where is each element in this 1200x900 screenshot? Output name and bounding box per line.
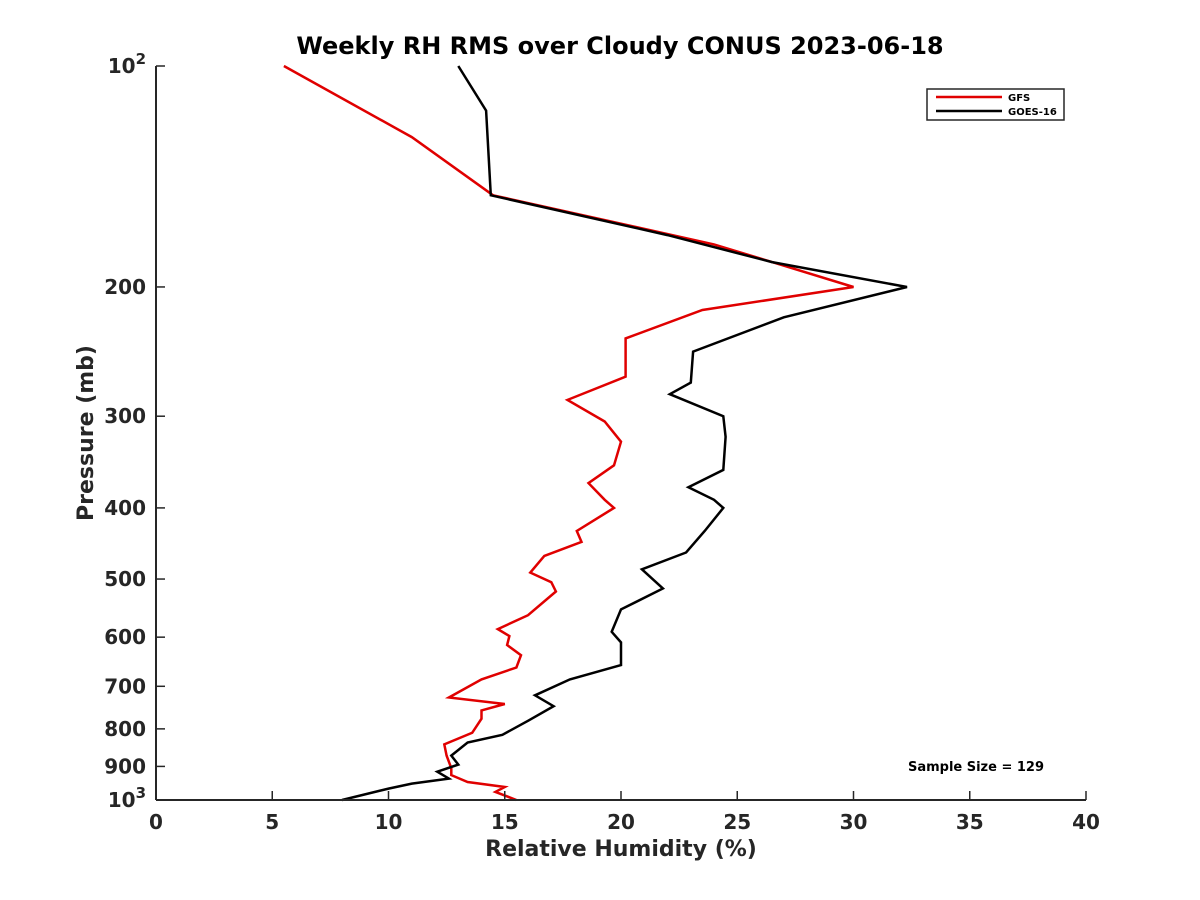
- y-tick-label-exponent: 3: [136, 784, 146, 802]
- legend-box: [926, 88, 1065, 121]
- y-tick-label: 800: [104, 717, 146, 741]
- y-tick-label: 500: [104, 567, 146, 591]
- y-tick-label-main: 500: [104, 567, 146, 591]
- series-line-gfs: [283, 64, 854, 802]
- legend-label-goes16: GOES-16: [1008, 107, 1057, 118]
- x-axis-label: Relative Humidity (%): [485, 837, 757, 862]
- x-tick-label: 25: [723, 810, 751, 834]
- x-tick-label: 30: [840, 810, 868, 834]
- y-tick-label: 102: [108, 50, 146, 78]
- y-tick-label: 103: [108, 784, 146, 812]
- y-tick-label: 400: [104, 496, 146, 520]
- y-tick-label-main: 700: [104, 674, 146, 698]
- series-layer: [283, 64, 908, 802]
- x-tick-label: 15: [491, 810, 519, 834]
- y-tick-label: 700: [104, 674, 146, 698]
- chart-title: Weekly RH RMS over Cloudy CONUS 2023-06-…: [296, 32, 943, 60]
- x-ticks: 0 5 10 15 20 25 30 35 40: [149, 791, 1100, 834]
- y-tick-label-main: 600: [104, 625, 146, 649]
- y-tick-label-main: 400: [104, 496, 146, 520]
- y-tick-label-main: 10: [108, 788, 136, 812]
- x-tick-label: 0: [149, 810, 163, 834]
- x-tick-label: 5: [265, 810, 279, 834]
- x-tick-label: 10: [375, 810, 403, 834]
- y-axis-label: Pressure (mb): [74, 345, 99, 521]
- x-tick-label: 35: [956, 810, 984, 834]
- y-tick-label-main: 300: [104, 404, 146, 428]
- y-tick-label: 600: [104, 625, 146, 649]
- y-tick-label: 900: [104, 754, 146, 778]
- x-tick-label: 20: [607, 810, 635, 834]
- y-tick-label-main: 900: [104, 754, 146, 778]
- legend-label-gfs: GFS: [1008, 93, 1030, 104]
- y-tick-label: 300: [104, 404, 146, 428]
- sample-size-annotation: Sample Size = 129: [908, 760, 1044, 775]
- series-line-goes16: [341, 65, 908, 802]
- x-tick-label: 40: [1072, 810, 1100, 834]
- legend: GFS GOES-16: [926, 88, 1065, 121]
- y-tick-label-main: 10: [108, 54, 136, 78]
- y-tick-label-exponent: 2: [136, 50, 146, 68]
- y-tick-label-main: 200: [104, 275, 146, 299]
- y-tick-label: 200: [104, 275, 146, 299]
- y-tick-label-main: 800: [104, 717, 146, 741]
